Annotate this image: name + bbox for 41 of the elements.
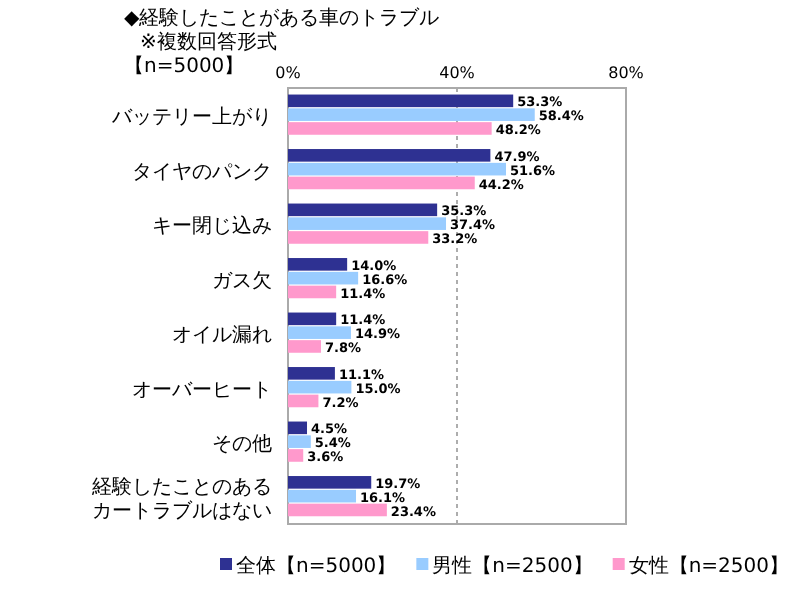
x-tick-label: 0% xyxy=(275,64,302,82)
y-tick-label: オイル漏れ xyxy=(172,323,272,348)
bar xyxy=(288,340,321,353)
x-tick-label: 80% xyxy=(608,64,645,82)
y-tick-label: ガス欠 xyxy=(212,268,272,293)
y-tick-label: キー閉じ込み xyxy=(152,214,272,239)
bar xyxy=(288,108,535,121)
y-tick-label: オーバーヒート xyxy=(132,379,272,402)
bar xyxy=(288,271,359,285)
bar xyxy=(288,367,335,380)
bar xyxy=(288,176,475,190)
y-tick-label: バッテリー上がり xyxy=(110,105,272,130)
bar xyxy=(288,435,311,448)
bar xyxy=(288,503,387,517)
bar xyxy=(288,231,429,244)
bar xyxy=(288,394,319,408)
bar xyxy=(288,122,492,135)
y-tick-label: その他 xyxy=(212,432,272,457)
chart-title: ◆経験したことがある車のトラブル xyxy=(124,6,440,30)
bar xyxy=(288,203,438,217)
y-tick-label: タイヤのパンク xyxy=(132,161,272,184)
bar xyxy=(288,449,304,462)
bar xyxy=(288,476,372,489)
bar xyxy=(288,489,357,503)
bar xyxy=(288,149,491,162)
bar xyxy=(288,285,337,299)
legend-label: 全体【n=5000】 xyxy=(236,554,397,578)
bar xyxy=(288,380,352,394)
bar xyxy=(288,312,337,326)
y-tick-label: 経験したことのあるカートラブルはない xyxy=(90,474,272,523)
text: 【n=5000】 xyxy=(124,54,245,78)
bar xyxy=(288,162,507,176)
bar xyxy=(288,326,351,339)
x-tick-label: 40% xyxy=(439,64,476,82)
legend-label: 女性【n=2500】 xyxy=(628,554,790,578)
chart-subtitle: ※複数回答形式 xyxy=(140,30,277,54)
bar xyxy=(288,94,514,108)
bar xyxy=(288,258,348,271)
bar xyxy=(288,421,308,435)
legend-label: 男性【n=2500】 xyxy=(432,554,593,578)
bar xyxy=(288,217,447,230)
